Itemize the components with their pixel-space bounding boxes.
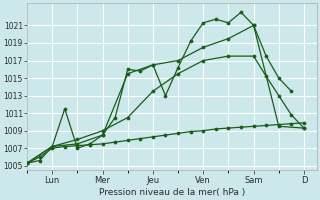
- X-axis label: Pression niveau de la mer( hPa ): Pression niveau de la mer( hPa ): [99, 188, 245, 197]
